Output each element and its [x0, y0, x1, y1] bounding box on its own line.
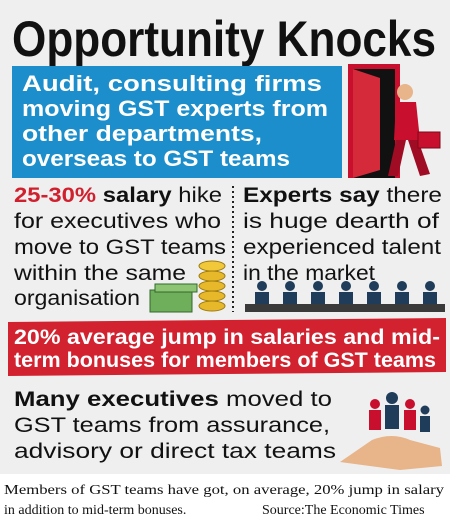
banner-line: term bonuses for members of GST teams [14, 349, 436, 372]
headline-box [12, 66, 342, 178]
money-icon [149, 260, 226, 313]
person [341, 281, 351, 291]
person [385, 405, 399, 429]
left-line: move to GST teams [14, 236, 226, 259]
banner [8, 318, 446, 376]
door [353, 69, 380, 178]
caption-line: Members of GST teams have got, on averag… [4, 483, 444, 498]
right-line: is huge dearth of [243, 210, 439, 233]
text: moved to [226, 388, 332, 411]
keyword: Experts say [243, 184, 380, 207]
person [404, 410, 416, 430]
banner-line: 20% average jump in salaries and mid- [14, 326, 440, 349]
bottom-line: advisory or direct tax teams [14, 440, 336, 463]
hand-icon [340, 392, 442, 470]
person [397, 281, 407, 291]
right-line: Experts say there [243, 184, 442, 207]
person [257, 281, 267, 291]
person [285, 281, 295, 291]
headline-line: moving GST experts from [22, 96, 328, 121]
meeting-icon [245, 281, 445, 312]
person [339, 292, 353, 304]
keyword: Many executives [14, 388, 219, 411]
keyword: salary [103, 184, 172, 207]
person-leg [408, 140, 430, 176]
person [386, 392, 398, 404]
person [369, 281, 379, 291]
briefcase [417, 131, 441, 149]
person-leg [388, 140, 406, 176]
person [423, 292, 437, 304]
bottom-line: GST teams from assurance, [14, 414, 330, 437]
headline-line: overseas to GST teams [22, 146, 290, 171]
person [311, 292, 325, 304]
left-line: organisation [14, 287, 140, 310]
table [245, 304, 445, 312]
person-body [394, 102, 420, 140]
bottom-line: Many executives moved to [14, 388, 332, 411]
caption-line: in addition to mid-term bonuses. [4, 503, 186, 518]
left-line: within the same [13, 262, 186, 285]
headline: Audit, consulting firms moving GST exper… [22, 71, 328, 171]
left-line: for executives who [14, 210, 221, 233]
title: Opportunity Knocks [12, 11, 436, 67]
person [395, 292, 409, 304]
person [370, 399, 380, 409]
door-illustration [348, 64, 441, 178]
headline-line: other departments, [22, 121, 262, 146]
money-stack [149, 289, 193, 313]
person [369, 410, 381, 430]
coin [198, 270, 226, 282]
person [420, 416, 430, 432]
person [420, 405, 430, 415]
right-line: in the market [243, 262, 375, 285]
bottom-point: Many executives moved to GST teams from … [14, 388, 336, 463]
headline-line: Audit, consulting firms [22, 71, 322, 96]
person-head [397, 84, 413, 100]
person [405, 399, 415, 409]
text: there [386, 184, 442, 207]
person [367, 292, 381, 304]
right-line: experienced talent [243, 236, 441, 259]
text: hike [178, 184, 222, 207]
hand [340, 436, 442, 470]
person [283, 292, 297, 304]
coin [198, 260, 226, 272]
coin [198, 290, 226, 302]
money-stack [154, 283, 198, 293]
left-line: 25-30% salary hike [14, 184, 222, 207]
coin [198, 280, 226, 292]
coin [198, 300, 226, 312]
left-point: 25-30% salary hike for executives who mo… [13, 184, 226, 310]
highlight: 25-30% [14, 184, 96, 207]
person [255, 292, 269, 304]
right-point: Experts say there is huge dearth of expe… [243, 184, 442, 285]
caption: Members of GST teams have got, on averag… [4, 483, 444, 518]
person [313, 281, 323, 291]
person [425, 281, 435, 291]
source: Source:The Economic Times [262, 503, 425, 518]
banner-text: 20% average jump in salaries and mid- te… [14, 326, 440, 372]
